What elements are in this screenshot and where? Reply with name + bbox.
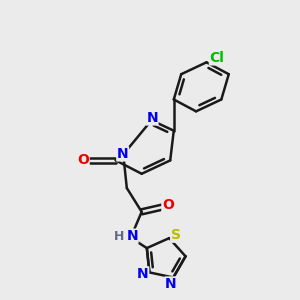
Text: N: N (165, 277, 177, 291)
Text: O: O (162, 198, 174, 212)
Text: S: S (171, 228, 181, 242)
Text: N: N (117, 147, 128, 161)
Text: Cl: Cl (209, 51, 224, 65)
Text: H: H (114, 230, 124, 243)
Text: O: O (77, 153, 89, 167)
Text: N: N (126, 229, 138, 243)
Text: N: N (137, 267, 149, 281)
Text: N: N (146, 111, 158, 125)
